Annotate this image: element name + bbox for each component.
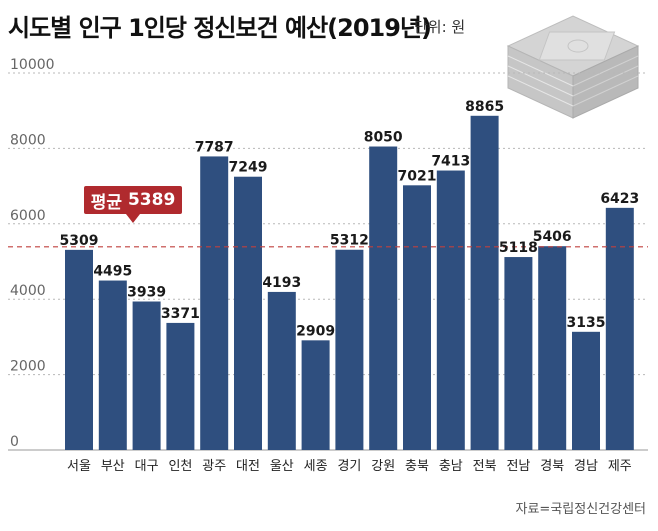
bar-전북 [470, 115, 499, 451]
value-label: 3135 [567, 315, 606, 331]
value-label: 7787 [195, 139, 234, 155]
value-label: 7249 [229, 160, 268, 176]
value-label: 2909 [296, 323, 335, 339]
bar-충북 [403, 185, 431, 451]
y-tick-label: 10000 [10, 57, 55, 73]
x-tick-label: 전남 [506, 459, 530, 474]
bar-대전 [234, 176, 262, 450]
x-axis-labels: 서울 부산 대구 인천 광주 대전 울산 세종 경기 강원 충북 충남 전북 전남 경북 경남 제주 [67, 459, 632, 474]
y-tick-label: 0 [10, 434, 19, 450]
bar-경기 [335, 249, 364, 450]
bar-제주 [605, 207, 634, 450]
x-tick-label: 충남 [439, 459, 463, 474]
value-label: 7413 [431, 154, 470, 170]
bar-경남 [572, 331, 600, 450]
value-labels: 5309 4495 3939 3371 7787 7249 4193 2909 5312 8050… [60, 99, 640, 340]
bar-세종 [301, 340, 330, 450]
money-stack-icon [506, 15, 640, 119]
y-tick-label: 6000 [10, 208, 46, 224]
bar-충남 [436, 170, 465, 450]
average-pointer [126, 214, 140, 223]
bar-대구 [132, 301, 161, 450]
value-label: 3939 [127, 284, 166, 300]
value-label: 4495 [93, 264, 132, 280]
average-badge: 평균 5389 [84, 186, 182, 214]
x-tick-label: 대구 [135, 459, 159, 474]
x-tick-label: 서울 [67, 459, 91, 474]
average-value: 5389 [127, 190, 176, 210]
x-tick-label: 울산 [270, 459, 294, 474]
bar-부산 [98, 280, 127, 450]
x-tick-label: 대전 [236, 459, 260, 474]
value-label: 5309 [60, 233, 99, 249]
value-label: 5406 [533, 229, 572, 245]
x-tick-label: 세종 [304, 459, 328, 474]
y-axis-ticks: 0 2000 4000 6000 8000 10000 [10, 57, 55, 450]
x-tick-label: 강원 [371, 459, 395, 474]
y-tick-label: 4000 [10, 283, 46, 299]
bar-경북 [538, 246, 567, 450]
value-label: 4193 [262, 275, 301, 291]
source-note: 자료=국립정신건강센터 [515, 502, 647, 517]
unit-label: 단위: 원 [414, 18, 466, 36]
bar-강원 [369, 146, 398, 450]
average-label: 평균 [90, 192, 122, 213]
x-tick-label: 경북 [540, 459, 564, 474]
bar-광주 [200, 156, 229, 450]
bar-전남 [504, 257, 533, 450]
x-tick-label: 제주 [608, 459, 632, 474]
y-tick-label: 8000 [10, 132, 46, 148]
value-label: 5312 [330, 233, 369, 249]
x-tick-label: 경남 [574, 459, 598, 474]
bar-서울 [65, 249, 93, 450]
x-tick-label: 전북 [473, 459, 497, 474]
value-label: 6423 [600, 191, 639, 207]
chart-title: 시도별 인구 1인당 정신보건 예산(2019년) [8, 14, 432, 42]
value-label: 8050 [364, 130, 403, 146]
x-tick-label: 경기 [337, 459, 361, 474]
x-tick-label: 충북 [405, 459, 429, 474]
x-tick-label: 인천 [168, 459, 192, 474]
value-label: 7021 [398, 168, 437, 184]
bars [65, 115, 634, 451]
bar-울산 [267, 291, 296, 450]
x-tick-label: 부산 [101, 459, 125, 474]
value-label: 3371 [161, 306, 200, 322]
x-tick-label: 광주 [202, 459, 226, 474]
value-label: 5118 [499, 240, 538, 256]
value-label: 8865 [465, 99, 504, 115]
bar-인천 [166, 322, 195, 450]
y-tick-label: 2000 [10, 359, 46, 375]
